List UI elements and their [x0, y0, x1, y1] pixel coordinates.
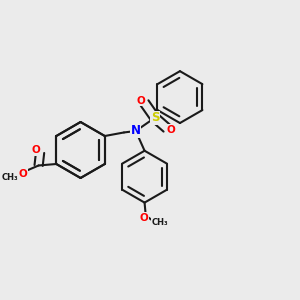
Text: O: O: [136, 96, 145, 106]
Text: CH₃: CH₃: [152, 218, 168, 226]
Text: S: S: [151, 111, 159, 124]
Text: CH₃: CH₃: [2, 173, 19, 182]
Text: N: N: [131, 124, 141, 137]
Text: O: O: [140, 213, 149, 223]
Text: O: O: [19, 169, 28, 179]
Text: O: O: [32, 145, 40, 155]
Text: O: O: [167, 124, 175, 134]
